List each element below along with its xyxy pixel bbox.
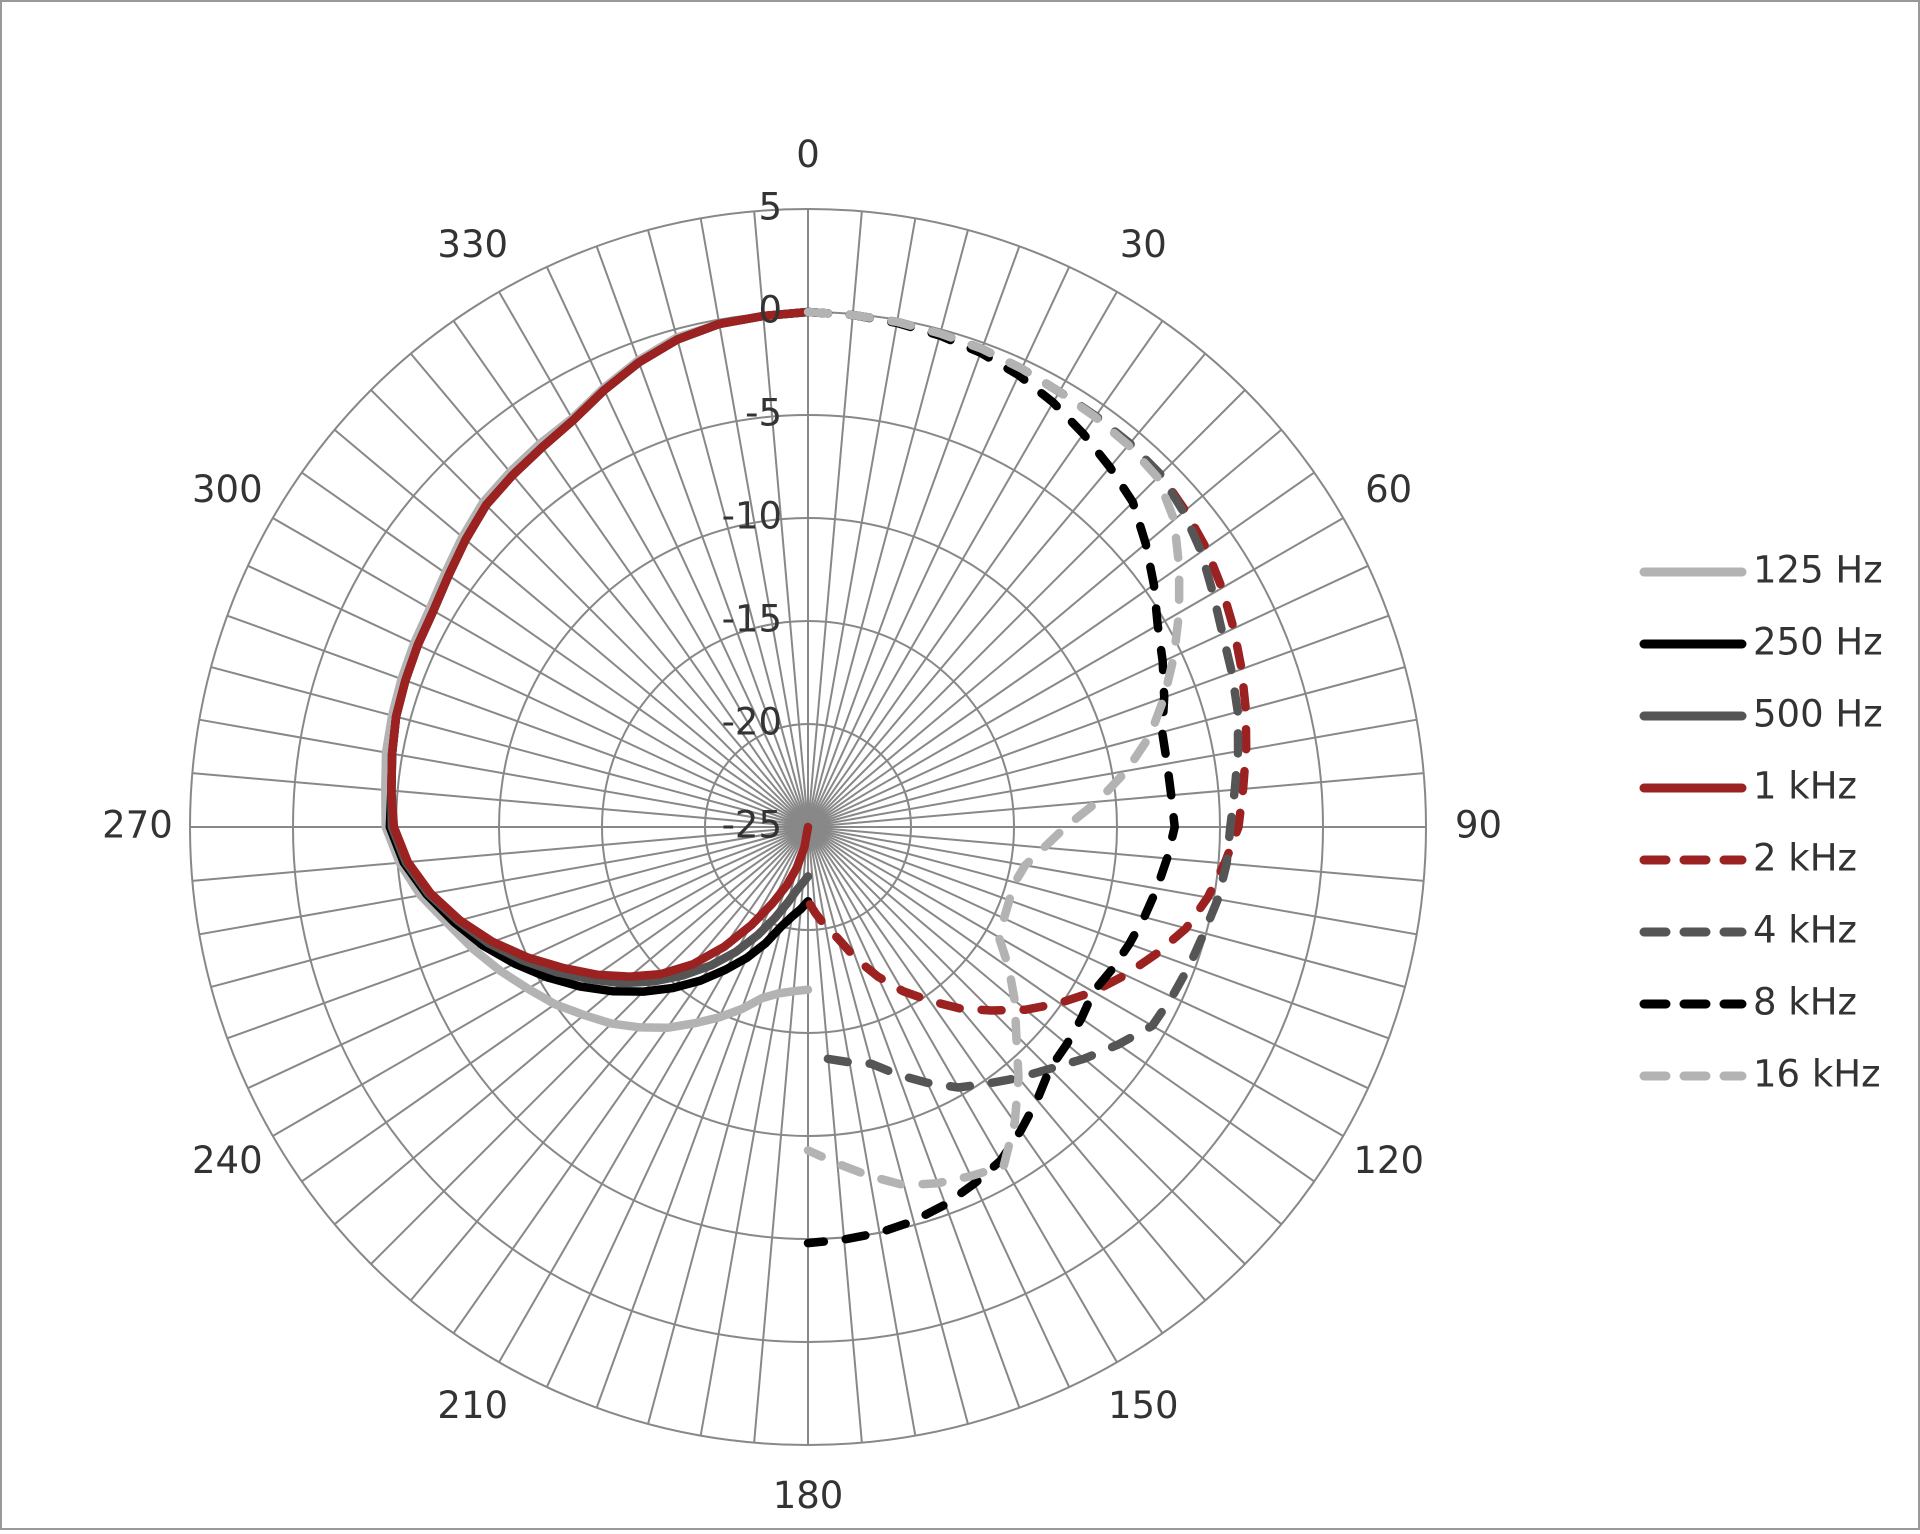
spoke (370, 826, 809, 1265)
angle-label: 60 (1365, 468, 1412, 511)
spoke (807, 517, 1344, 828)
angle-label: 270 (102, 804, 173, 847)
spoke (807, 826, 1164, 1334)
spoke (807, 772, 1424, 828)
angle-label: 90 (1455, 804, 1502, 847)
spoke (226, 614, 809, 828)
spoke (807, 826, 1424, 882)
value-tick-label: -25 (722, 804, 782, 847)
spoke (301, 471, 809, 828)
spoke (807, 320, 1164, 828)
spoke (452, 826, 809, 1334)
legend-label: 125 Hz (1753, 549, 1883, 592)
spoke (807, 826, 863, 1443)
angle-label: 210 (437, 1384, 508, 1427)
spoke (753, 826, 809, 1443)
value-tick-label: 5 (758, 186, 782, 229)
spoke (247, 564, 809, 828)
angle-label: 150 (1108, 1384, 1179, 1427)
spoke (807, 826, 1207, 1302)
spoke (807, 826, 1071, 1388)
spoke (807, 826, 1118, 1363)
spoke (192, 772, 809, 828)
value-tick-label: -5 (745, 392, 782, 435)
spoke (272, 826, 809, 1137)
spoke (595, 245, 809, 828)
series-line (803, 307, 1184, 1190)
spoke (226, 826, 809, 1040)
spoke (210, 666, 809, 828)
angle-label: 30 (1120, 223, 1167, 266)
spoke (210, 826, 809, 988)
legend-label: 2 kHz (1753, 837, 1857, 880)
spoke (807, 826, 1315, 1183)
spoke (807, 826, 1344, 1137)
spoke (807, 826, 1283, 1226)
spoke (333, 826, 809, 1226)
angle-label: 240 (192, 1139, 263, 1182)
spoke (545, 826, 809, 1388)
spoke (647, 229, 809, 828)
spoke (807, 826, 1390, 1040)
spoke (807, 266, 1071, 828)
angle-label: 330 (437, 223, 508, 266)
spoke (807, 564, 1369, 828)
spoke (807, 291, 1118, 828)
spoke (807, 826, 1406, 988)
spoke (807, 826, 1417, 936)
spoke (452, 320, 809, 828)
spoke (409, 826, 809, 1302)
legend-label: 250 Hz (1753, 621, 1883, 664)
spoke (807, 666, 1406, 828)
angle-label: 120 (1353, 1139, 1424, 1182)
legend-label: 1 kHz (1753, 765, 1857, 808)
spoke (807, 389, 1246, 828)
legend-label: 500 Hz (1753, 693, 1883, 736)
spoke (370, 389, 809, 828)
value-tick-label: -10 (722, 495, 782, 538)
spoke (807, 826, 969, 1425)
spoke (807, 826, 1369, 1090)
spoke (199, 718, 809, 828)
spoke (498, 291, 809, 828)
spoke (545, 266, 809, 828)
legend-label: 8 kHz (1753, 981, 1857, 1024)
spoke (807, 826, 1246, 1265)
value-tick-label: 0 (758, 289, 782, 332)
spoke (807, 718, 1417, 828)
spoke (192, 826, 809, 882)
legend: 125 Hz 250 Hz 500 Hz 1 kHz 2 kHz 4 kHz 8 kHz 16… (1639, 549, 1883, 1096)
value-tick-label: -15 (722, 598, 782, 641)
angle-label: 300 (192, 468, 263, 511)
spoke (807, 471, 1315, 828)
spoke (807, 826, 1021, 1409)
spoke (807, 826, 917, 1436)
plot-area (381, 307, 1251, 1248)
spoke (333, 428, 809, 828)
spoke (807, 614, 1390, 828)
series-line (803, 307, 1179, 1248)
spoke (272, 517, 809, 828)
spoke (807, 245, 1021, 828)
axis-labels: 0 30 60 90 120 150 180 210 240 270 300 330 -25 -20 -15… (102, 133, 1502, 1517)
spoke (199, 826, 809, 936)
angle-label: 0 (796, 133, 820, 176)
angle-label: 180 (773, 1474, 844, 1517)
series-line (387, 307, 813, 981)
spoke (409, 352, 809, 828)
value-tick-label: -20 (722, 701, 782, 744)
spoke (807, 352, 1207, 828)
legend-label: 4 kHz (1753, 909, 1857, 952)
spoke (807, 428, 1283, 828)
spoke (699, 826, 809, 1436)
legend-label: 16 kHz (1753, 1053, 1881, 1096)
